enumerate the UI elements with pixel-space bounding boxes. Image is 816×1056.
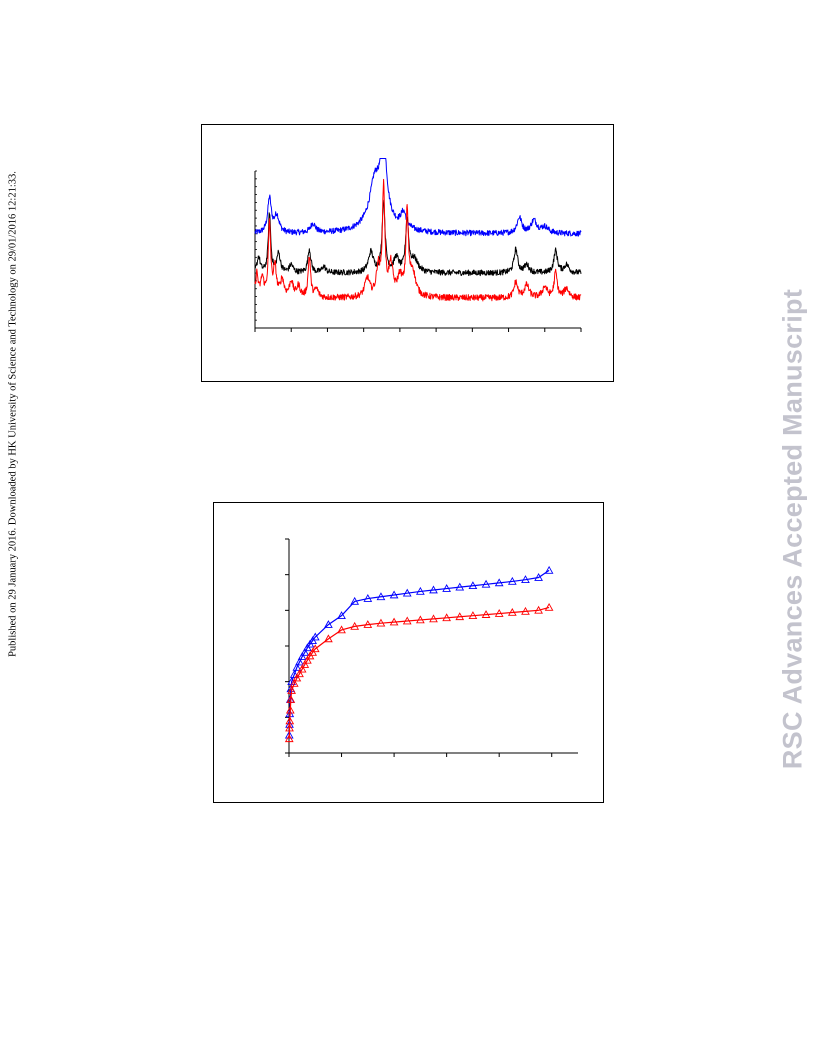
isotherm-point-1	[402, 616, 412, 625]
isotherm-point-1	[297, 664, 307, 673]
spectrum-line-2	[254, 178, 582, 302]
isotherm-point-0	[468, 581, 478, 590]
isotherm-point-1	[363, 620, 373, 628]
isotherm-point-1	[337, 625, 346, 634]
isotherm-point-0	[363, 594, 373, 602]
isotherm-point-1	[389, 617, 399, 626]
isotherm-point-0	[415, 586, 425, 595]
isotherm-point-0	[310, 632, 320, 641]
isotherm-point-0	[289, 670, 299, 678]
isotherm-point-1	[285, 716, 295, 725]
spectrum-line-0	[254, 157, 582, 237]
isotherm-point-0	[507, 576, 517, 585]
isotherm-point-1	[481, 610, 491, 618]
isotherm-point-0	[389, 590, 399, 599]
download-notice: Published on 29 January 2016. Downloaded…	[4, 164, 22, 664]
isotherm-point-0	[481, 579, 491, 588]
isotherm-point-1	[415, 615, 425, 624]
isotherm-point-1	[310, 644, 320, 653]
isotherm-point-0	[402, 588, 412, 597]
isotherm-point-0	[534, 572, 543, 581]
isotherm-point-1	[429, 614, 438, 623]
isotherm-point-0	[544, 565, 554, 574]
isotherm-point-0	[350, 596, 360, 605]
isotherm-point-0	[494, 578, 504, 587]
isotherm-point-1	[494, 609, 504, 617]
isotherm-point-0	[337, 611, 346, 620]
isotherm-point-0	[455, 582, 465, 591]
spectrum-line-1	[254, 199, 582, 277]
isotherm-point-1	[534, 605, 543, 614]
isotherm-point-1	[544, 602, 554, 611]
isotherm-point-0	[429, 585, 438, 594]
isotherm-point-1	[284, 734, 294, 743]
journal-watermark-text: RSC Advances Accepted Manuscript	[777, 288, 808, 770]
spectrum-chart	[254, 157, 582, 332]
isotherm-point-0	[324, 620, 333, 628]
isotherm-point-0	[297, 652, 307, 661]
isotherm-line-0	[288, 569, 550, 736]
isotherm-figure	[213, 502, 604, 803]
isotherm-point-1	[295, 669, 304, 678]
isotherm-point-1	[287, 686, 296, 694]
isotherm-point-0	[442, 584, 452, 592]
isotherm-point-1	[285, 705, 295, 714]
isotherm-point-1	[292, 673, 302, 682]
isotherm-point-0	[376, 592, 386, 601]
isotherm-chart	[284, 538, 578, 757]
spectrum-figure	[201, 124, 614, 382]
isotherm-point-1	[350, 621, 360, 630]
isotherm-point-1	[521, 606, 530, 615]
isotherm-point-1	[300, 660, 310, 668]
download-notice-text: Published on 29 January 2016. Downloaded…	[7, 171, 19, 657]
isotherm-point-0	[292, 662, 302, 671]
isotherm-point-1	[455, 612, 465, 621]
isotherm-point-1	[324, 634, 333, 643]
isotherm-point-1	[286, 694, 296, 703]
isotherm-point-1	[507, 607, 517, 616]
isotherm-point-1	[376, 618, 386, 627]
isotherm-point-1	[442, 613, 452, 622]
isotherm-point-0	[300, 647, 310, 656]
journal-watermark: RSC Advances Accepted Manuscript	[768, 256, 816, 802]
isotherm-point-1	[285, 723, 294, 732]
isotherm-point-1	[303, 655, 312, 664]
isotherm-point-0	[295, 657, 304, 666]
isotherm-point-1	[289, 678, 299, 687]
isotherm-point-1	[468, 611, 478, 620]
isotherm-point-0	[521, 575, 530, 583]
